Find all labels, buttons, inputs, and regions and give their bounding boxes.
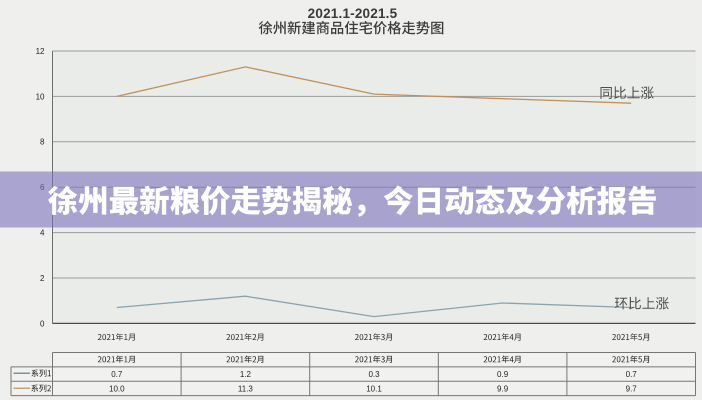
svg-text:10: 10 (36, 92, 45, 101)
svg-text:8: 8 (40, 138, 45, 147)
svg-text:4: 4 (40, 229, 45, 238)
svg-text:1.2: 1.2 (240, 370, 252, 379)
svg-text:11.3: 11.3 (238, 384, 254, 393)
svg-text:0: 0 (40, 319, 45, 328)
svg-text:12: 12 (36, 47, 45, 56)
svg-text:2: 2 (40, 274, 45, 283)
svg-text:10.0: 10.0 (109, 384, 125, 393)
svg-text:9.9: 9.9 (497, 384, 509, 393)
svg-text:0.9: 0.9 (497, 370, 509, 379)
svg-text:9.7: 9.7 (626, 384, 638, 393)
svg-text:0.3: 0.3 (368, 370, 380, 379)
svg-text:2021.1-2021.5: 2021.1-2021.5 (308, 6, 398, 21)
svg-text:0.7: 0.7 (111, 370, 123, 379)
svg-text:10.1: 10.1 (366, 384, 382, 393)
svg-text:0.7: 0.7 (626, 370, 638, 379)
